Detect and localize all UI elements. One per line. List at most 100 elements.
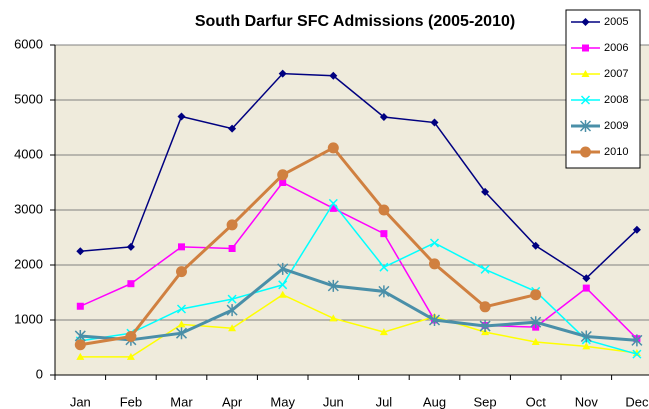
- marker: [632, 225, 641, 234]
- y-tick-label: 1000: [14, 311, 43, 326]
- marker: [582, 284, 590, 292]
- marker: [429, 238, 440, 248]
- marker: [175, 327, 188, 340]
- x-tick-label: Nov: [575, 394, 599, 409]
- marker: [279, 179, 287, 186]
- x-tick-label: Apr: [222, 394, 243, 409]
- x-tick-label: Sep: [474, 394, 497, 409]
- x-tick-label: Oct: [526, 394, 547, 409]
- marker: [278, 69, 287, 78]
- marker: [278, 290, 287, 298]
- marker: [76, 352, 85, 360]
- y-tick-label: 3000: [14, 201, 43, 216]
- y-tick-label: 2000: [14, 256, 43, 271]
- legend-marker: [580, 146, 591, 158]
- y-tick-label: 0: [36, 366, 43, 381]
- marker: [126, 352, 135, 360]
- marker: [278, 280, 288, 290]
- marker: [531, 241, 540, 250]
- series-line: [80, 72, 638, 280]
- marker: [176, 304, 187, 314]
- legend-marker: [579, 120, 592, 132]
- marker: [127, 280, 135, 288]
- series-line: [80, 145, 537, 347]
- y-tick-label: 5000: [14, 91, 43, 106]
- marker: [177, 320, 186, 328]
- marker: [582, 274, 591, 283]
- plot: [55, 44, 649, 360]
- legend-label: 2005: [604, 16, 628, 28]
- marker: [582, 342, 591, 350]
- marker: [428, 314, 441, 326]
- marker: [76, 247, 85, 256]
- marker: [228, 324, 237, 332]
- marker: [429, 258, 440, 270]
- marker: [329, 204, 337, 212]
- chart-title: South Darfur SFC Admissions (2005-2010): [195, 13, 515, 30]
- legend-label: 2006: [604, 42, 628, 54]
- x-tick-label: May: [270, 394, 295, 409]
- y-tick-label: 6000: [14, 36, 43, 51]
- marker: [580, 330, 592, 343]
- series-line: [79, 181, 638, 340]
- marker: [481, 187, 490, 196]
- marker: [226, 304, 238, 317]
- series-line: [80, 293, 637, 358]
- marker: [329, 314, 338, 322]
- marker: [480, 264, 490, 274]
- marker: [327, 142, 339, 154]
- marker: [379, 113, 388, 122]
- marker: [531, 338, 540, 345]
- x-tick-label: Aug: [423, 394, 446, 409]
- marker: [479, 320, 491, 333]
- x-tick-label: Mar: [170, 394, 193, 409]
- legend-marker: [581, 18, 590, 26]
- legend-label: 2009: [604, 120, 628, 132]
- marker: [125, 331, 137, 342]
- series-line: [80, 267, 638, 342]
- legend-marker: [580, 95, 591, 105]
- marker: [76, 302, 84, 310]
- marker: [631, 334, 643, 347]
- marker: [632, 349, 642, 359]
- marker: [430, 118, 439, 127]
- marker: [379, 328, 388, 336]
- marker: [277, 169, 289, 181]
- marker: [177, 112, 186, 121]
- marker: [328, 198, 338, 208]
- legend-box: [565, 9, 641, 169]
- marker: [228, 124, 237, 133]
- legend-label: 2008: [604, 94, 628, 106]
- marker: [380, 230, 388, 238]
- legend-label: 2010: [604, 146, 628, 158]
- marker: [329, 71, 338, 80]
- legend-marker: [581, 70, 590, 77]
- marker: [530, 316, 542, 329]
- marker: [176, 266, 187, 278]
- marker: [378, 204, 390, 216]
- x-tick-label: Dec: [625, 394, 649, 409]
- marker: [228, 245, 236, 252]
- legend: 2005 2006 2007 2008 2009 2010: [571, 16, 628, 158]
- y-tick-label: 4000: [14, 146, 43, 161]
- marker: [227, 294, 237, 304]
- marker: [379, 262, 389, 272]
- marker: [126, 242, 135, 251]
- x-tick-label: Feb: [120, 394, 142, 409]
- marker: [178, 243, 185, 251]
- marker: [327, 279, 339, 292]
- marker: [277, 262, 289, 275]
- marker: [74, 339, 86, 351]
- marker: [226, 219, 238, 231]
- marker: [530, 289, 542, 301]
- legend-marker: [582, 44, 589, 52]
- legend-label: 2007: [604, 68, 628, 80]
- x-tick-label: Jul: [376, 394, 393, 409]
- x-tick-label: Jun: [323, 394, 344, 409]
- series-line: [80, 202, 638, 355]
- x-tick-label: Jan: [70, 394, 91, 409]
- marker: [479, 301, 491, 313]
- marker: [378, 285, 390, 298]
